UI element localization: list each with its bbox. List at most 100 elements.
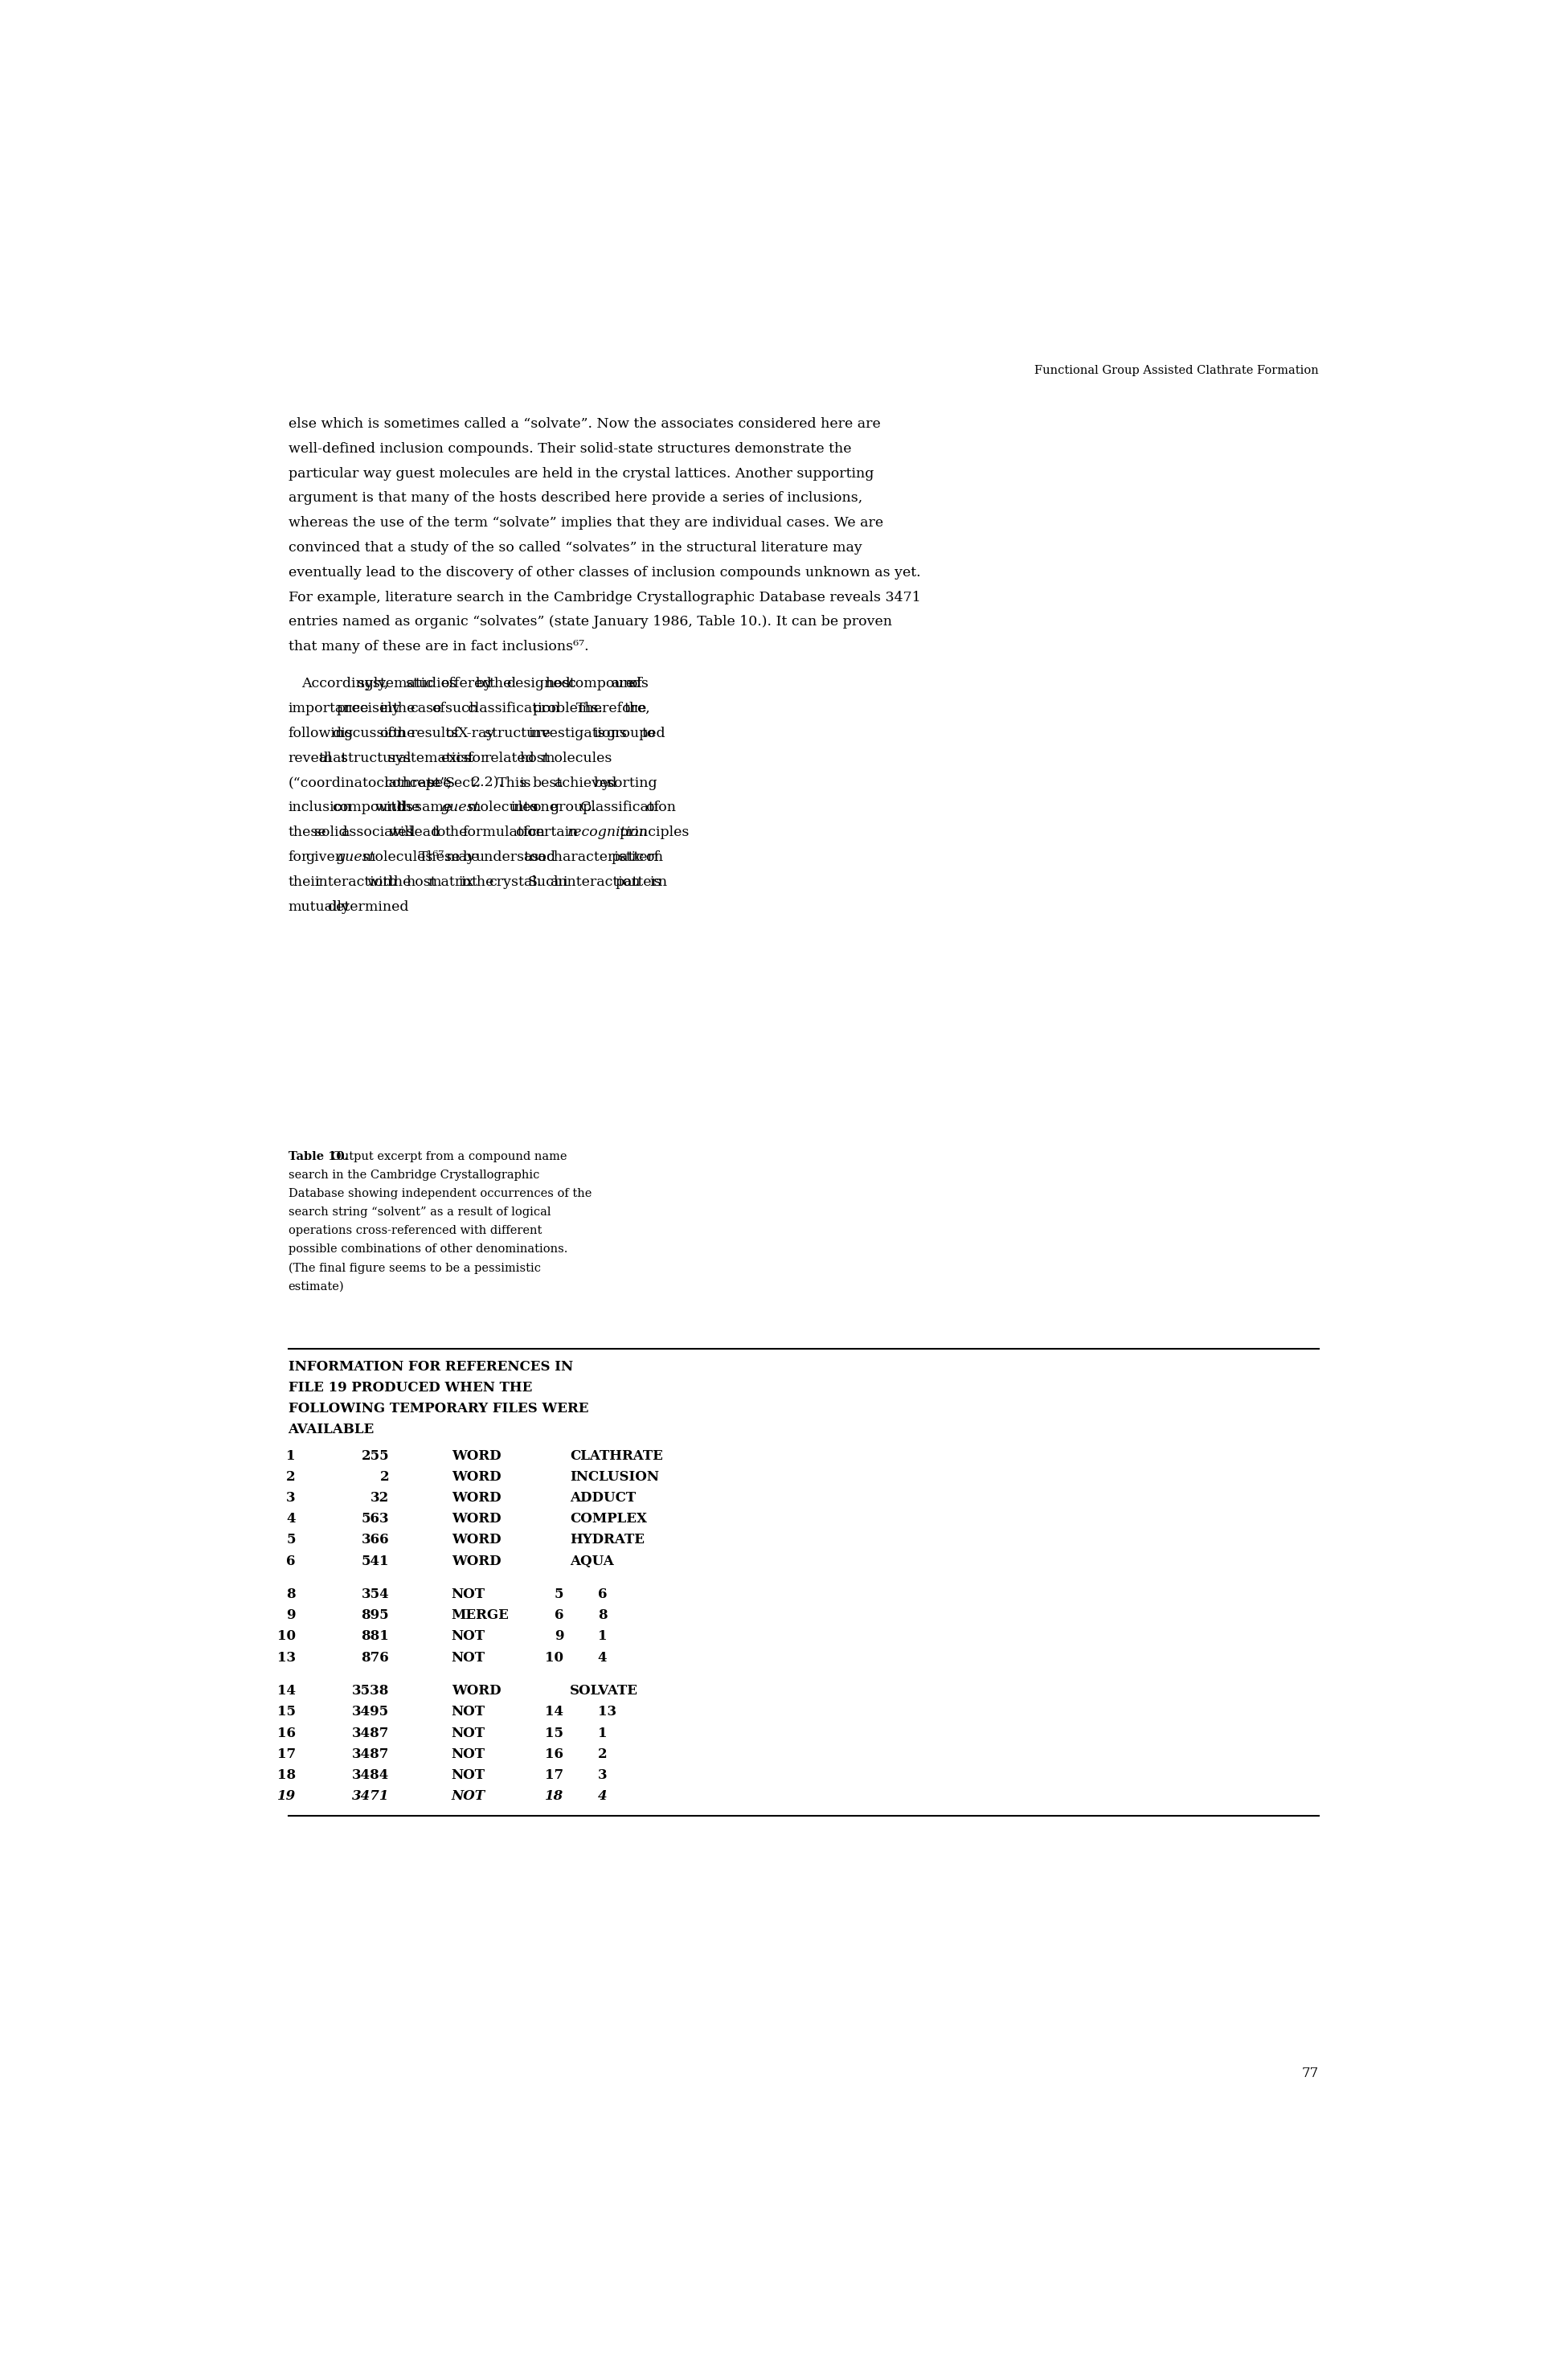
Text: see: see [428, 777, 452, 791]
Text: is: is [519, 777, 532, 791]
Text: INCLUSION: INCLUSION [569, 1471, 659, 1485]
Text: (The final figure seems to be a pessimistic: (The final figure seems to be a pessimis… [289, 1262, 541, 1274]
Text: 15: 15 [546, 1726, 563, 1740]
Text: guest: guest [336, 850, 375, 864]
Text: these: these [289, 826, 326, 838]
Text: that many of these are in fact inclusions⁶⁷.: that many of these are in fact inclusion… [289, 639, 588, 654]
Text: This: This [497, 777, 527, 791]
Text: molecules: molecules [541, 751, 612, 765]
Text: the: the [472, 876, 494, 888]
Text: inclusion: inclusion [289, 800, 351, 815]
Text: with: with [367, 876, 398, 888]
Text: 2: 2 [379, 1471, 389, 1485]
Text: 3495: 3495 [353, 1705, 389, 1719]
Text: FOLLOWING TEMPORARY FILES WERE: FOLLOWING TEMPORARY FILES WERE [289, 1402, 588, 1416]
Text: of: of [646, 850, 660, 864]
Text: operations cross-referenced with different: operations cross-referenced with differe… [289, 1224, 541, 1236]
Text: NOT: NOT [452, 1790, 485, 1802]
Text: 8: 8 [287, 1587, 296, 1601]
Text: 4: 4 [287, 1513, 296, 1525]
Text: best: best [533, 777, 563, 791]
Text: same: same [414, 800, 452, 815]
Text: convinced that a study of the so called “solvates” in the structural literature : convinced that a study of the so called … [289, 540, 862, 554]
Text: be: be [463, 850, 480, 864]
Text: principles: principles [619, 826, 690, 838]
Text: compounds: compounds [568, 677, 648, 691]
Text: 876: 876 [361, 1650, 389, 1665]
Text: (“coordinatoclathrate: (“coordinatoclathrate [289, 777, 441, 791]
Text: 3484: 3484 [351, 1769, 389, 1783]
Text: the: the [445, 826, 467, 838]
Text: 255: 255 [361, 1449, 389, 1463]
Text: Accordingly,: Accordingly, [301, 677, 389, 691]
Text: 3: 3 [597, 1769, 607, 1783]
Text: structure: structure [485, 727, 550, 741]
Text: exist: exist [441, 751, 474, 765]
Text: for: for [289, 850, 309, 864]
Text: molecules⁶⁷.: molecules⁶⁷. [362, 850, 448, 864]
Text: NOT: NOT [452, 1705, 485, 1719]
Text: whereas the use of the term “solvate” implies that they are individual cases. We: whereas the use of the term “solvate” im… [289, 516, 883, 530]
Text: an: an [550, 876, 568, 888]
Text: pattern: pattern [612, 850, 663, 864]
Text: solid: solid [314, 826, 348, 838]
Text: WORD: WORD [452, 1471, 500, 1485]
Text: 541: 541 [361, 1553, 389, 1568]
Text: 14: 14 [546, 1705, 563, 1719]
Text: 10: 10 [278, 1629, 296, 1643]
Text: For example, literature search in the Cambridge Crystallographic Database reveal: For example, literature search in the Ca… [289, 590, 920, 604]
Text: that: that [318, 751, 347, 765]
Text: HYDRATE: HYDRATE [569, 1532, 644, 1546]
Text: mutually: mutually [289, 900, 350, 914]
Text: the: the [394, 727, 416, 741]
Text: 6: 6 [554, 1608, 563, 1622]
Text: Therefore,: Therefore, [575, 701, 651, 715]
Text: guest: guest [441, 800, 480, 815]
Text: 17: 17 [546, 1769, 563, 1783]
Text: as: as [524, 850, 539, 864]
Text: in: in [458, 876, 472, 888]
Text: in: in [379, 701, 394, 715]
Text: of: of [629, 677, 641, 691]
Text: Output excerpt from a compound name: Output excerpt from a compound name [328, 1151, 568, 1163]
Text: reveal: reveal [289, 751, 332, 765]
Text: WORD: WORD [452, 1553, 500, 1568]
Text: 3471: 3471 [351, 1790, 389, 1802]
Text: compounds: compounds [332, 800, 412, 815]
Text: of: of [433, 701, 445, 715]
Text: may: may [445, 850, 475, 864]
Text: 354: 354 [361, 1587, 389, 1601]
Text: certain: certain [528, 826, 579, 838]
Text: CLATHRATE: CLATHRATE [569, 1449, 663, 1463]
Text: 4: 4 [597, 1790, 607, 1802]
Text: 32: 32 [370, 1492, 389, 1504]
Text: WORD: WORD [452, 1492, 500, 1504]
Text: ADDUCT: ADDUCT [569, 1492, 635, 1504]
Text: 3487: 3487 [351, 1748, 389, 1762]
Text: 366: 366 [361, 1532, 389, 1546]
Text: the: the [389, 876, 411, 888]
Text: 18: 18 [544, 1790, 563, 1802]
Text: to: to [641, 727, 655, 741]
Text: is: is [651, 876, 662, 888]
Text: 1: 1 [287, 1449, 296, 1463]
Text: WORD: WORD [452, 1532, 500, 1546]
Text: 8: 8 [597, 1608, 607, 1622]
Text: 881: 881 [361, 1629, 389, 1643]
Text: entries named as organic “solvates” (state January 1986, Table 10.). It can be p: entries named as organic “solvates” (sta… [289, 616, 892, 630]
Text: AQUA: AQUA [569, 1553, 613, 1568]
Text: of: of [646, 800, 660, 815]
Text: characteristic: characteristic [546, 850, 643, 864]
Text: 563: 563 [361, 1513, 389, 1525]
Text: by: by [475, 677, 492, 691]
Text: NOT: NOT [452, 1587, 485, 1601]
Text: classification: classification [467, 701, 560, 715]
Text: COMPLEX: COMPLEX [569, 1513, 648, 1525]
Text: 2.2).: 2.2). [472, 777, 503, 791]
Text: possible combinations of other denominations.: possible combinations of other denominat… [289, 1243, 568, 1255]
Text: 4: 4 [597, 1650, 607, 1665]
Text: NOT: NOT [452, 1748, 485, 1762]
Text: determined: determined [328, 900, 409, 914]
Text: related: related [485, 751, 535, 765]
Text: NOT: NOT [452, 1726, 485, 1740]
